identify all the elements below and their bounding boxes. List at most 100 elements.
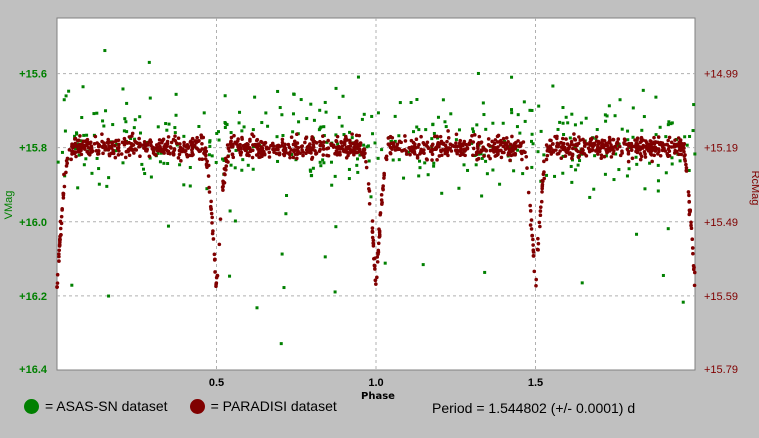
paradisi-point xyxy=(179,149,184,154)
paradisi-point xyxy=(531,243,535,247)
paradisi-point xyxy=(85,137,90,142)
paradisi-point xyxy=(344,155,349,160)
asas-point xyxy=(107,294,111,298)
paradisi-point xyxy=(209,199,213,204)
paradisi-point xyxy=(382,176,386,180)
paradisi-point xyxy=(488,148,493,153)
paradisi-point xyxy=(408,152,412,157)
paradisi-point xyxy=(74,154,78,159)
paradisi-point xyxy=(692,265,696,270)
asas-point xyxy=(149,175,153,179)
asas-point xyxy=(82,163,86,167)
paradisi-point xyxy=(236,137,240,141)
asas-point xyxy=(510,111,514,115)
paradisi-point xyxy=(248,139,252,143)
asas-point xyxy=(551,84,555,88)
paradisi-point xyxy=(471,153,475,158)
paradisi-point xyxy=(212,258,217,262)
paradisi-point xyxy=(545,153,550,158)
paradisi-point xyxy=(532,269,537,274)
paradisi-point xyxy=(96,149,101,153)
paradisi-point xyxy=(350,132,354,136)
asas-point xyxy=(670,156,674,160)
paradisi-point xyxy=(339,139,343,144)
axis-ticks: 0.5 1.0 1.5 +15.6 +14.99 +15.8 +15.19 +16.0 +15.… xyxy=(19,69,738,389)
paradisi-point xyxy=(525,166,529,170)
paradisi-point xyxy=(682,149,686,154)
paradisi-point xyxy=(343,134,348,139)
paradisi-point xyxy=(361,154,366,158)
paradisi-point xyxy=(197,149,202,154)
paradisi-point xyxy=(157,138,162,142)
paradisi-point xyxy=(55,285,59,289)
paradisi-point xyxy=(682,154,687,158)
asas-point xyxy=(70,283,74,287)
paradisi-point xyxy=(591,144,595,149)
paradisi-point xyxy=(538,213,543,218)
paradisi-point xyxy=(224,168,228,172)
asas-point xyxy=(182,183,186,187)
asas-point xyxy=(95,156,99,160)
asas-point xyxy=(415,125,419,129)
asas-point xyxy=(595,128,599,132)
asas-point xyxy=(626,138,630,142)
asas-point xyxy=(617,168,621,172)
paradisi-point xyxy=(117,142,121,147)
paradisi-point xyxy=(75,138,80,143)
paradisi-point xyxy=(76,147,80,151)
asas-point xyxy=(631,106,635,110)
paradisi-point xyxy=(640,146,645,150)
paradisi-point xyxy=(61,191,66,196)
paradisi-point xyxy=(318,147,322,152)
paradisi-point xyxy=(58,237,62,242)
asas-point xyxy=(558,120,562,124)
asas-point xyxy=(664,171,668,175)
paradisi-point xyxy=(377,229,382,233)
paradisi-point xyxy=(667,153,672,158)
paradisi-point xyxy=(194,139,199,143)
asas-point xyxy=(454,138,458,142)
paradisi-point xyxy=(230,152,235,156)
asas-point xyxy=(397,134,401,138)
legend: = ASAS-SN dataset = PARADISI dataset xyxy=(24,398,359,414)
paradisi-point xyxy=(454,141,458,145)
paradisi-point xyxy=(286,142,291,147)
asas-point xyxy=(440,191,444,195)
paradisi-point xyxy=(374,282,378,286)
asas-point xyxy=(417,174,421,178)
asas-point xyxy=(588,195,592,199)
asas-point xyxy=(260,121,264,125)
paradisi-point xyxy=(354,139,358,144)
paradisi-point xyxy=(373,256,377,261)
paradisi-point xyxy=(346,145,351,149)
asas-point xyxy=(418,159,422,163)
paradisi-point xyxy=(303,140,307,145)
paradisi-point xyxy=(471,146,476,151)
asas-point xyxy=(539,129,543,133)
asas-point xyxy=(242,125,246,129)
asas-point xyxy=(111,123,115,127)
paradisi-point xyxy=(271,144,276,148)
asas-point xyxy=(423,161,427,165)
paradisi-point xyxy=(221,184,225,189)
asas-point xyxy=(669,122,673,126)
paradisi-point xyxy=(282,153,287,158)
asas-point xyxy=(561,154,565,158)
paradisi-point xyxy=(64,164,69,168)
paradisi-point xyxy=(529,227,534,231)
asas-point xyxy=(391,158,395,162)
paradisi-point xyxy=(267,155,272,159)
asas-point xyxy=(561,171,565,175)
asas-point xyxy=(280,252,284,256)
asas-point xyxy=(407,150,411,154)
asas-point xyxy=(337,115,341,119)
paradisi-point xyxy=(117,149,121,153)
paradisi-point xyxy=(342,142,347,147)
asas-point xyxy=(322,125,326,129)
paradisi-point xyxy=(690,246,695,250)
paradisi-point xyxy=(366,182,371,186)
paradisi-point xyxy=(73,136,78,141)
asas-point xyxy=(687,168,691,172)
paradisi-point xyxy=(591,148,595,152)
paradisi-point xyxy=(498,143,503,147)
